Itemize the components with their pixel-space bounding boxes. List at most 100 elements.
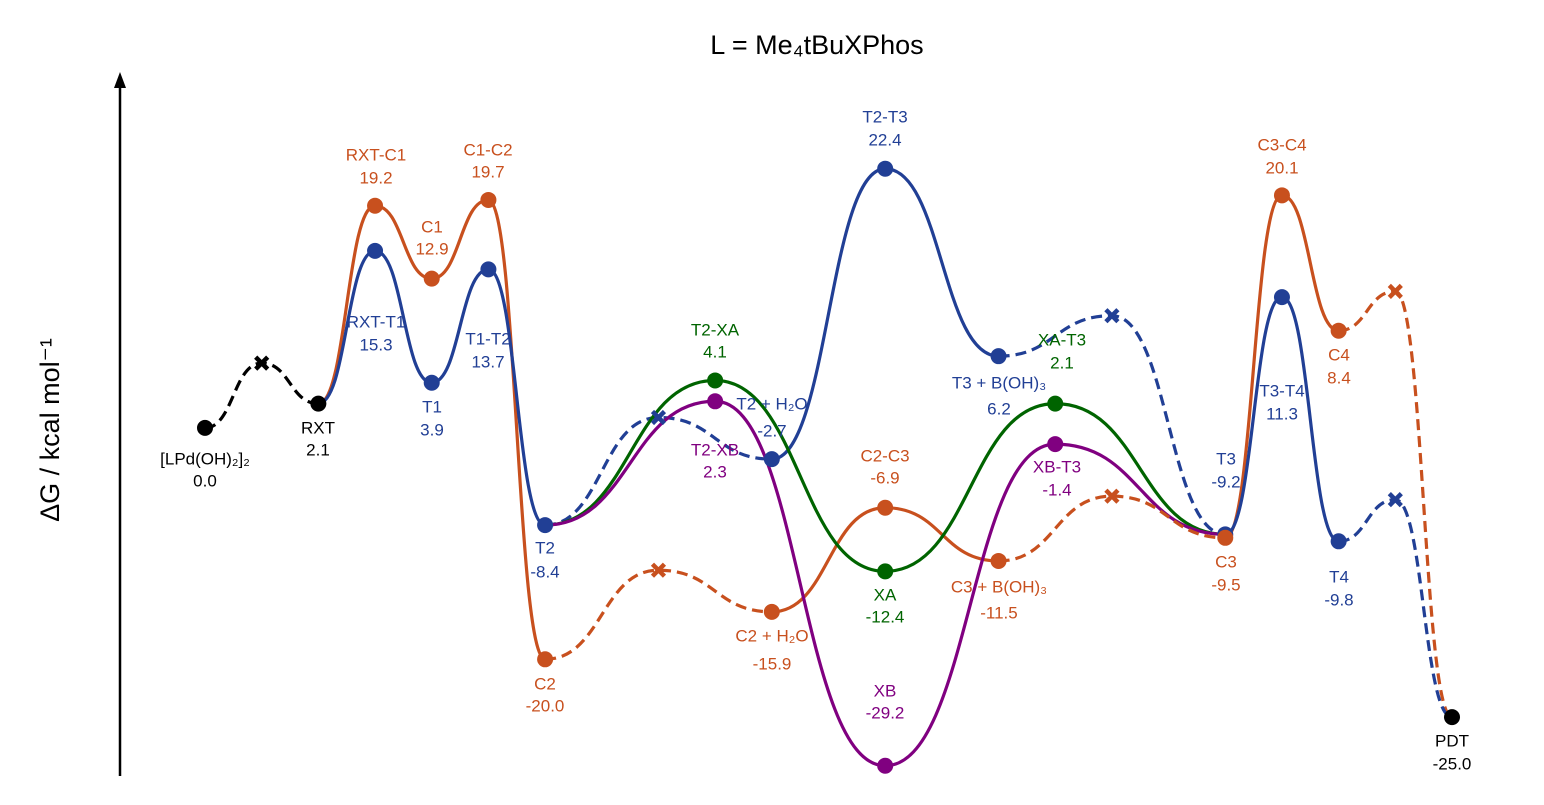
state-value: -8.4 bbox=[530, 562, 559, 581]
state-label: C2-C3 bbox=[860, 446, 909, 465]
state-value: -9.8 bbox=[1324, 590, 1353, 609]
state-value: -9.2 bbox=[1211, 472, 1240, 491]
state-marker bbox=[367, 242, 384, 259]
profile-line bbox=[1338, 289, 1453, 719]
state-label: T1-T2 bbox=[465, 329, 510, 348]
profile-line bbox=[545, 568, 772, 661]
state-label: T2 bbox=[535, 538, 555, 557]
cross-stroke bbox=[650, 562, 667, 578]
state-marker bbox=[1217, 529, 1234, 546]
state-value: 12.9 bbox=[415, 239, 448, 258]
state-label: XA-T3 bbox=[1038, 330, 1086, 349]
state-label: RXT-C1 bbox=[346, 145, 406, 164]
state-value: 11.3 bbox=[1266, 404, 1298, 423]
state-value: 15.3 bbox=[359, 335, 392, 354]
state-value: 19.2 bbox=[359, 168, 392, 187]
state-value: -2.7 bbox=[757, 421, 786, 440]
state-label: XB bbox=[874, 681, 897, 700]
profile-line bbox=[545, 415, 772, 527]
state-marker bbox=[990, 552, 1007, 569]
state-marker bbox=[990, 348, 1007, 365]
profile-line bbox=[998, 314, 1226, 536]
state-value: 22.4 bbox=[868, 130, 901, 149]
state-value: 2.1 bbox=[1050, 353, 1074, 372]
state-value: 13.7 bbox=[471, 352, 504, 371]
state-value: -11.5 bbox=[980, 603, 1018, 622]
cross-marker bbox=[1104, 308, 1120, 324]
profile-line bbox=[1338, 498, 1453, 719]
state-label: RXT-T1 bbox=[347, 312, 406, 331]
state-value: -1.4 bbox=[1042, 480, 1071, 499]
state-label: T3 bbox=[1216, 449, 1236, 468]
state-marker bbox=[707, 372, 724, 389]
state-marker bbox=[877, 563, 894, 580]
state-marker bbox=[763, 603, 780, 620]
state-value: 2.3 bbox=[703, 462, 727, 481]
state-label: C3 bbox=[1215, 552, 1237, 571]
cross-marker bbox=[254, 355, 270, 371]
state-marker bbox=[423, 270, 440, 287]
cross-stroke bbox=[1387, 492, 1403, 508]
state-value: 3.9 bbox=[420, 420, 444, 439]
state-marker bbox=[480, 191, 497, 208]
state-label: XB-T3 bbox=[1033, 457, 1081, 476]
state-label: C1-C2 bbox=[463, 140, 512, 159]
y-axis-label: ΔG / kcal mol⁻¹ bbox=[35, 338, 65, 522]
state-marker bbox=[480, 261, 497, 278]
state-label: C4 bbox=[1328, 345, 1350, 364]
state-marker bbox=[1330, 322, 1347, 339]
state-value: 6.2 bbox=[987, 399, 1011, 418]
state-marker bbox=[367, 197, 384, 214]
cross-marker bbox=[1387, 283, 1403, 299]
state-value: -29.2 bbox=[866, 703, 905, 722]
state-label: T1 bbox=[422, 397, 442, 416]
state-marker bbox=[1330, 533, 1347, 550]
state-value: 2.1 bbox=[306, 440, 330, 459]
state-marker bbox=[1444, 709, 1460, 726]
state-value: -25.0 bbox=[1433, 754, 1472, 773]
profile-line bbox=[1224, 193, 1340, 540]
y-axis-arrow bbox=[114, 72, 126, 88]
state-marker bbox=[537, 651, 554, 668]
state-marker bbox=[877, 499, 894, 516]
cross-stroke bbox=[1387, 283, 1403, 299]
state-label: C3-C4 bbox=[1257, 135, 1306, 154]
state-label: [LPd(OH)₂]₂ bbox=[160, 449, 250, 468]
state-label: T4 bbox=[1329, 567, 1349, 586]
state-label: T2-XB bbox=[691, 440, 739, 459]
cross-marker bbox=[1104, 488, 1120, 504]
cross-stroke bbox=[254, 355, 270, 371]
state-marker bbox=[197, 419, 213, 436]
state-marker bbox=[310, 395, 327, 412]
state-label: XA bbox=[874, 585, 897, 604]
state-value: -6.9 bbox=[870, 468, 899, 487]
state-label: C1 bbox=[421, 217, 443, 236]
cross-stroke bbox=[1104, 308, 1120, 324]
state-marker bbox=[1273, 187, 1290, 204]
state-marker bbox=[877, 160, 894, 177]
state-label: RXT bbox=[301, 418, 335, 437]
state-label: T2 + H₂O bbox=[736, 394, 807, 413]
profile-line bbox=[771, 167, 999, 461]
state-value: 19.7 bbox=[471, 162, 504, 181]
state-label: T2-XA bbox=[691, 320, 740, 339]
state-marker bbox=[1047, 395, 1064, 412]
state-label: T2-T3 bbox=[862, 107, 907, 126]
state-marker bbox=[763, 451, 780, 468]
state-value: -9.5 bbox=[1211, 575, 1240, 594]
state-label: C2 + H₂O bbox=[735, 626, 808, 645]
state-label: PDT bbox=[1435, 731, 1469, 750]
state-marker bbox=[877, 757, 894, 774]
state-label: C3 + B(OH)₃ bbox=[951, 577, 1047, 596]
profile-line bbox=[998, 494, 1226, 563]
profile-line bbox=[317, 198, 546, 661]
state-marker bbox=[537, 517, 554, 534]
cross-stroke bbox=[650, 409, 667, 426]
state-value: 4.1 bbox=[703, 342, 727, 361]
state-value: 0.0 bbox=[193, 471, 217, 490]
state-value: 8.4 bbox=[1327, 368, 1351, 387]
state-value: 20.1 bbox=[1265, 158, 1298, 177]
state-marker bbox=[1047, 436, 1064, 453]
